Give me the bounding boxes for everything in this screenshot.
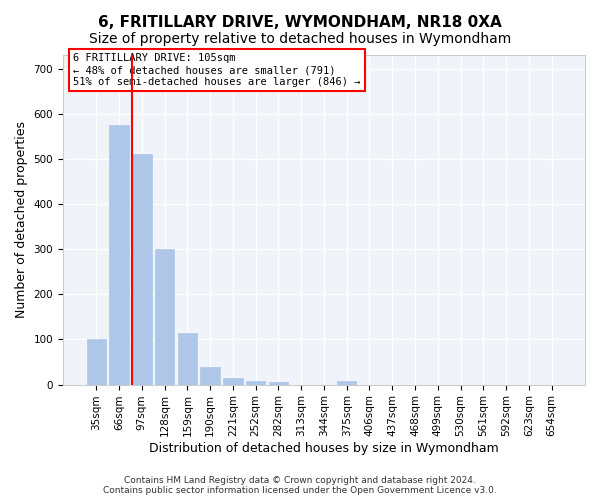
Bar — [178, 332, 197, 384]
Bar — [200, 368, 220, 384]
Bar — [132, 154, 152, 384]
Bar — [86, 340, 106, 384]
Y-axis label: Number of detached properties: Number of detached properties — [15, 122, 28, 318]
Text: Contains HM Land Registry data © Crown copyright and database right 2024.
Contai: Contains HM Land Registry data © Crown c… — [103, 476, 497, 495]
Bar — [223, 378, 242, 384]
X-axis label: Distribution of detached houses by size in Wymondham: Distribution of detached houses by size … — [149, 442, 499, 455]
Bar — [246, 381, 265, 384]
Text: 6 FRITILLARY DRIVE: 105sqm
← 48% of detached houses are smaller (791)
51% of sem: 6 FRITILLARY DRIVE: 105sqm ← 48% of deta… — [73, 54, 361, 86]
Text: Size of property relative to detached houses in Wymondham: Size of property relative to detached ho… — [89, 32, 511, 46]
Bar — [155, 249, 174, 384]
Bar — [337, 381, 356, 384]
Bar — [269, 382, 288, 384]
Text: 6, FRITILLARY DRIVE, WYMONDHAM, NR18 0XA: 6, FRITILLARY DRIVE, WYMONDHAM, NR18 0XA — [98, 15, 502, 30]
Bar — [109, 125, 129, 384]
